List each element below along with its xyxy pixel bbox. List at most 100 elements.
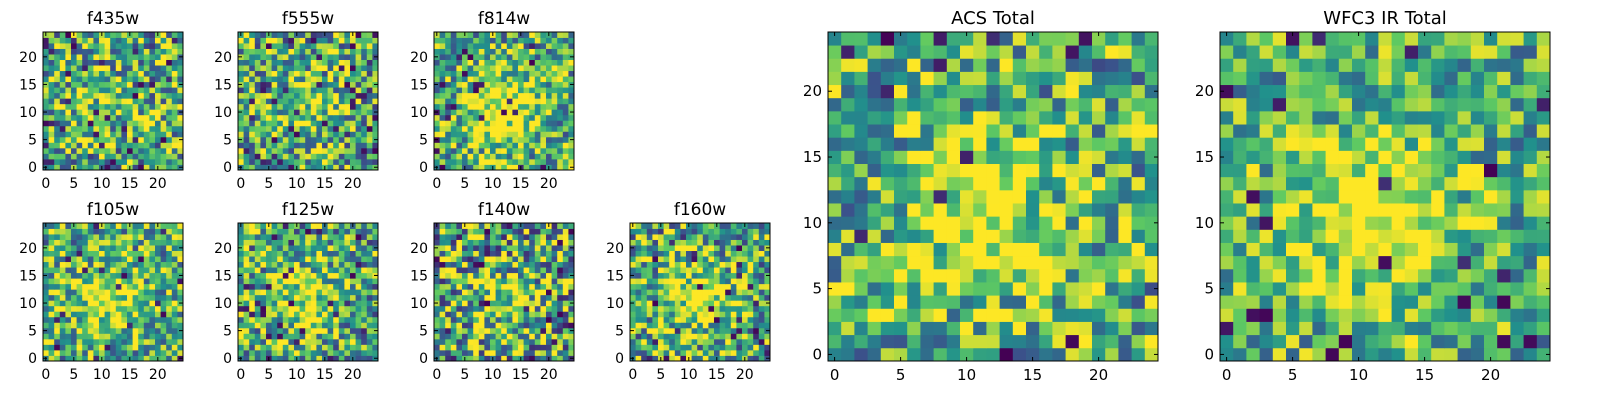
heatmap-cell bbox=[478, 344, 485, 351]
heatmap-cell bbox=[867, 268, 882, 283]
heatmap-cell bbox=[277, 239, 284, 246]
heatmap-cell bbox=[171, 261, 178, 268]
heatmap-cell bbox=[71, 92, 77, 99]
heatmap-cell bbox=[680, 333, 687, 340]
heatmap-cell bbox=[680, 327, 687, 334]
heatmap-cell bbox=[299, 250, 306, 257]
heatmap-cell bbox=[686, 256, 692, 263]
heatmap-cell bbox=[1118, 282, 1132, 296]
heatmap-cell bbox=[260, 256, 267, 263]
heatmap-cell bbox=[71, 245, 77, 251]
heatmap-cell bbox=[478, 256, 485, 263]
heatmap-cell bbox=[87, 344, 94, 351]
heatmap-cell bbox=[277, 333, 284, 340]
heatmap-cell bbox=[271, 153, 278, 160]
heatmap-cell bbox=[1078, 308, 1093, 322]
heatmap-cell bbox=[93, 228, 100, 235]
heatmap-cell bbox=[43, 120, 49, 127]
heatmap-cell bbox=[254, 109, 261, 116]
heatmap-cell bbox=[462, 333, 468, 340]
heatmap-cell bbox=[149, 228, 156, 235]
heatmap-cell bbox=[484, 87, 491, 94]
heatmap-cell bbox=[76, 245, 83, 251]
heatmap-cell bbox=[166, 338, 173, 345]
heatmap-cell bbox=[501, 267, 508, 274]
heatmap-cell bbox=[462, 142, 468, 149]
heatmap-cell bbox=[484, 153, 491, 160]
heatmap-cell bbox=[316, 322, 323, 329]
heatmap-cell bbox=[305, 239, 312, 246]
heatmap-cell bbox=[753, 228, 760, 235]
heatmap-cell bbox=[450, 245, 457, 251]
heatmap-cell bbox=[277, 283, 284, 290]
heatmap-cell bbox=[260, 289, 267, 296]
heatmap-cell bbox=[127, 158, 133, 165]
heatmap-cell bbox=[1144, 282, 1159, 296]
heatmap-cell bbox=[243, 54, 250, 60]
heatmap-cell bbox=[473, 120, 480, 127]
heatmap-cell bbox=[59, 142, 66, 149]
heatmap-cell bbox=[490, 283, 496, 290]
heatmap-cell bbox=[361, 278, 368, 285]
heatmap-cell bbox=[99, 234, 105, 240]
heatmap-cell bbox=[867, 163, 882, 178]
heatmap-cell bbox=[372, 322, 379, 329]
heatmap-cell bbox=[691, 228, 698, 235]
heatmap-cell bbox=[48, 114, 55, 121]
heatmap-cell bbox=[166, 125, 173, 132]
heatmap-cell bbox=[115, 81, 122, 88]
heatmap-cell bbox=[529, 136, 536, 143]
heatmap-cell bbox=[249, 316, 256, 323]
heatmap-cell bbox=[529, 316, 536, 323]
heatmap-cell bbox=[725, 300, 732, 307]
heatmap-cell bbox=[160, 300, 167, 307]
heatmap-cell bbox=[366, 153, 373, 160]
heatmap-cell bbox=[686, 272, 692, 279]
heatmap-cell bbox=[854, 163, 868, 178]
heatmap-cell bbox=[310, 114, 317, 121]
heatmap-cell bbox=[350, 234, 356, 240]
heatmap-cell bbox=[512, 256, 519, 263]
heatmap-cell bbox=[490, 65, 496, 72]
heatmap-cell bbox=[310, 70, 317, 77]
heatmap-cell bbox=[171, 234, 178, 240]
heatmap-cell bbox=[534, 349, 541, 356]
heatmap-cell bbox=[641, 338, 648, 345]
heatmap-cell bbox=[310, 37, 317, 44]
heatmap-cell bbox=[288, 164, 295, 171]
heatmap-cell bbox=[484, 98, 491, 105]
heatmap-cell bbox=[630, 294, 636, 301]
heatmap-cell bbox=[445, 153, 452, 160]
heatmap-cell bbox=[110, 316, 117, 323]
heatmap-cell bbox=[59, 300, 66, 307]
heatmap-cell bbox=[867, 203, 882, 217]
heatmap-cell bbox=[177, 87, 184, 94]
heatmap-cell bbox=[719, 228, 726, 235]
heatmap-cell bbox=[110, 59, 117, 66]
heatmap-cell bbox=[1131, 321, 1146, 336]
heatmap-cell bbox=[361, 239, 368, 246]
heatmap-cell bbox=[973, 242, 987, 257]
heatmap-cell bbox=[65, 239, 72, 246]
heatmap-cell bbox=[635, 278, 642, 285]
heatmap-cell bbox=[127, 81, 133, 88]
heatmap-cell bbox=[322, 349, 328, 356]
heatmap-cell bbox=[254, 305, 261, 312]
heatmap-cell bbox=[333, 272, 340, 279]
heatmap-cell bbox=[456, 338, 463, 345]
heatmap-cell bbox=[473, 158, 480, 165]
heatmap-cell bbox=[243, 92, 250, 99]
heatmap-cell bbox=[266, 92, 272, 99]
heatmap-cell bbox=[646, 294, 653, 301]
heatmap-cell bbox=[121, 294, 128, 301]
heatmap-cell bbox=[1144, 189, 1159, 204]
heatmap-cell bbox=[467, 239, 474, 246]
heatmap-cell bbox=[478, 76, 485, 83]
heatmap-cell bbox=[495, 98, 502, 105]
heatmap-cell bbox=[518, 48, 524, 55]
heatmap-cell bbox=[54, 338, 61, 345]
heatmap-cell bbox=[82, 32, 89, 38]
heatmap-cell bbox=[143, 223, 150, 229]
heatmap-cell bbox=[127, 311, 133, 318]
heatmap-cell bbox=[266, 261, 272, 268]
